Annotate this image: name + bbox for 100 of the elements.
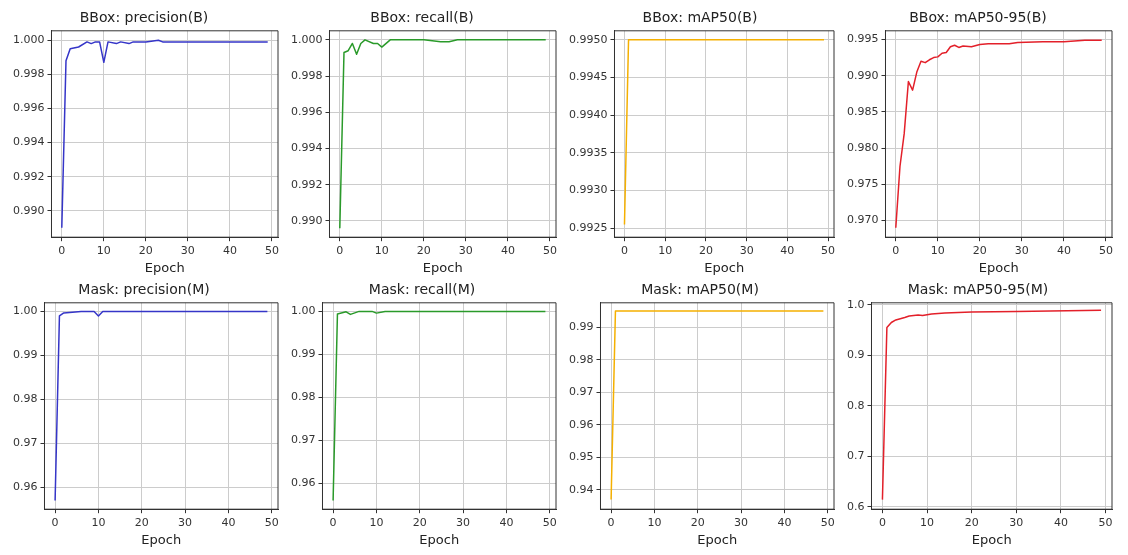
x-tick-label: 40 bbox=[221, 515, 236, 529]
x-tick-label: 40 bbox=[777, 515, 792, 529]
x-tick-label: 50 bbox=[542, 515, 557, 529]
y-tick-label: 0.98 bbox=[12, 392, 38, 406]
y-tick-label: 1.0 bbox=[846, 297, 865, 311]
chart-title: BBox: mAP50-95(B) bbox=[909, 9, 1047, 26]
x-tick-label: 20 bbox=[690, 515, 705, 529]
x-tick-label: 30 bbox=[1009, 515, 1024, 529]
x-tick-label: 30 bbox=[734, 515, 749, 529]
x-tick-label: 10 bbox=[374, 243, 389, 257]
y-tick-label: 0.96 bbox=[568, 417, 594, 431]
chart-title: Mask: precision(M) bbox=[78, 281, 210, 298]
x-tick-label: 10 bbox=[930, 243, 945, 257]
y-tick-label: 0.8 bbox=[846, 398, 865, 412]
y-tick-label: 0.992 bbox=[12, 169, 45, 183]
x-tick-label: 10 bbox=[96, 243, 111, 257]
x-axis-title: Epoch bbox=[971, 531, 1012, 547]
x-tick-label: 40 bbox=[1056, 243, 1071, 257]
x-tick-label: 0 bbox=[878, 515, 886, 529]
x-tick-label: 30 bbox=[458, 243, 473, 257]
y-tick-label: 0.998 bbox=[12, 67, 45, 81]
y-tick-label: 0.97 bbox=[290, 433, 316, 447]
x-tick-label: 20 bbox=[964, 515, 979, 529]
x-tick-label: 0 bbox=[336, 243, 344, 257]
chart-title: Mask: recall(M) bbox=[368, 281, 476, 298]
x-tick-label: 50 bbox=[264, 243, 279, 257]
x-tick-label: 30 bbox=[456, 515, 471, 529]
y-tick-label: 0.96 bbox=[12, 480, 38, 494]
x-axis-title: Epoch bbox=[141, 531, 182, 547]
x-tick-label: 30 bbox=[178, 515, 193, 529]
chart-title: BBox: mAP50(B) bbox=[642, 9, 758, 26]
chart-title: BBox: precision(B) bbox=[79, 9, 209, 26]
y-tick-label: 0.94 bbox=[568, 482, 594, 496]
x-tick-label: 10 bbox=[647, 515, 662, 529]
y-tick-label: 0.99 bbox=[568, 320, 594, 334]
y-tick-label: 1.000 bbox=[12, 33, 45, 47]
y-tick-label: 0.990 bbox=[846, 68, 879, 82]
x-tick-label: 10 bbox=[369, 515, 384, 529]
x-tick-label: 50 bbox=[542, 243, 557, 257]
x-tick-label: 10 bbox=[920, 515, 935, 529]
x-axis-title: Epoch bbox=[697, 531, 738, 547]
x-axis-title: Epoch bbox=[978, 259, 1019, 275]
x-tick-label: 0 bbox=[58, 243, 66, 257]
x-tick-label: 30 bbox=[180, 243, 195, 257]
y-tick-label: 1.00 bbox=[12, 304, 38, 318]
x-tick-label: 0 bbox=[607, 515, 615, 529]
x-axis-title: Epoch bbox=[144, 259, 185, 275]
x-tick-label: 20 bbox=[134, 515, 149, 529]
x-tick-label: 20 bbox=[698, 243, 713, 257]
x-tick-label: 0 bbox=[620, 243, 628, 257]
x-tick-label: 0 bbox=[329, 515, 337, 529]
y-tick-label: 0.6 bbox=[846, 499, 865, 513]
y-tick-label: 0.9930 bbox=[568, 183, 608, 197]
x-tick-label: 40 bbox=[1053, 515, 1068, 529]
y-tick-label: 0.998 bbox=[290, 68, 323, 82]
x-tick-label: 10 bbox=[658, 243, 673, 257]
x-tick-label: 20 bbox=[416, 243, 431, 257]
y-tick-label: 0.95 bbox=[568, 450, 594, 464]
x-tick-label: 40 bbox=[500, 243, 515, 257]
x-axis-title: Epoch bbox=[704, 259, 745, 275]
x-tick-label: 0 bbox=[51, 515, 59, 529]
y-tick-label: 0.970 bbox=[846, 213, 879, 227]
x-tick-label: 30 bbox=[739, 243, 754, 257]
chart-title: Mask: mAP50(M) bbox=[641, 281, 759, 298]
y-tick-label: 0.98 bbox=[568, 352, 594, 366]
x-tick-label: 20 bbox=[972, 243, 987, 257]
y-tick-label: 0.99 bbox=[290, 347, 316, 361]
x-tick-label: 20 bbox=[412, 515, 427, 529]
x-tick-label: 20 bbox=[138, 243, 153, 257]
chart-title: BBox: recall(B) bbox=[370, 9, 474, 26]
y-tick-label: 0.96 bbox=[290, 476, 316, 490]
x-tick-label: 40 bbox=[499, 515, 514, 529]
x-tick-label: 50 bbox=[820, 515, 835, 529]
y-tick-label: 0.995 bbox=[846, 32, 879, 46]
y-tick-label: 0.994 bbox=[290, 141, 323, 155]
y-tick-label: 1.00 bbox=[290, 304, 316, 318]
x-tick-label: 40 bbox=[222, 243, 237, 257]
y-tick-label: 0.9925 bbox=[568, 221, 608, 235]
y-tick-label: 0.7 bbox=[846, 449, 865, 463]
x-axis-title: Epoch bbox=[422, 259, 463, 275]
x-tick-label: 50 bbox=[821, 243, 836, 257]
y-tick-label: 0.9935 bbox=[568, 145, 608, 159]
y-tick-label: 0.996 bbox=[12, 101, 45, 115]
x-tick-label: 50 bbox=[1098, 243, 1113, 257]
y-tick-label: 0.990 bbox=[290, 213, 323, 227]
chart-title: Mask: mAP50-95(M) bbox=[907, 281, 1049, 298]
y-tick-label: 0.994 bbox=[12, 135, 45, 149]
x-tick-label: 50 bbox=[264, 515, 279, 529]
y-tick-label: 1.000 bbox=[290, 32, 323, 46]
y-tick-label: 0.99 bbox=[12, 348, 38, 362]
x-tick-label: 50 bbox=[1098, 515, 1113, 529]
x-tick-label: 30 bbox=[1014, 243, 1029, 257]
y-tick-label: 0.97 bbox=[568, 385, 594, 399]
x-tick-label: 40 bbox=[780, 243, 795, 257]
y-tick-label: 0.990 bbox=[12, 203, 45, 217]
y-tick-label: 0.980 bbox=[846, 140, 879, 154]
y-tick-label: 0.985 bbox=[846, 104, 879, 118]
y-tick-label: 0.992 bbox=[290, 177, 323, 191]
y-tick-label: 0.975 bbox=[846, 177, 879, 191]
x-tick-label: 10 bbox=[91, 515, 106, 529]
